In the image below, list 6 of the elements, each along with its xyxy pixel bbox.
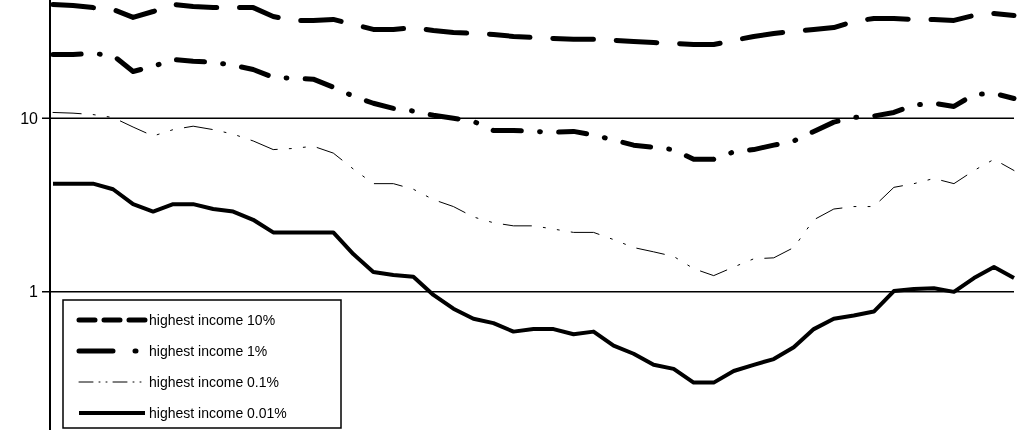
- legend-label: highest income 1%: [149, 342, 268, 359]
- legend-label: highest income 0.1%: [149, 373, 279, 390]
- legend-label: highest income 0.01%: [149, 404, 287, 421]
- legend-label: highest income 10%: [149, 311, 276, 328]
- y-tick-label: 1: [29, 283, 39, 301]
- y-tick-label: 10: [20, 109, 39, 127]
